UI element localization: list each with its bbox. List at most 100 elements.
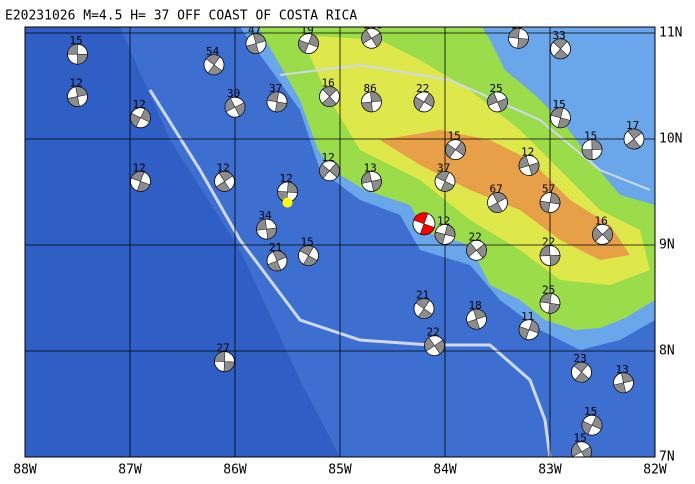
beachball [466, 239, 487, 261]
map-title: E20231026 M=4.5 H= 37 OFF COAST OF COSTA… [5, 9, 357, 24]
beachball-lune [539, 293, 561, 314]
beachball [214, 170, 235, 192]
lat-label: 7N [659, 450, 675, 465]
depth-label: 54 [206, 45, 220, 58]
depth-label: 47 [248, 24, 261, 37]
beachball-lune [246, 33, 266, 54]
beachball-lune [256, 218, 277, 240]
beachball-lune [415, 298, 433, 319]
depth-label: 13 [616, 363, 629, 376]
beachball [518, 155, 540, 176]
beachball [412, 212, 436, 236]
beachball [245, 33, 267, 54]
beachball-lune [581, 415, 603, 435]
beachball-lune [573, 361, 590, 383]
depth-label: 12 [217, 161, 230, 174]
beachball [130, 107, 151, 129]
beachball [487, 192, 508, 214]
beachball-lune [130, 108, 151, 128]
depth-label: 34 [259, 209, 273, 222]
depth-label: 12 [133, 161, 146, 174]
beachball [413, 91, 435, 113]
beachball [613, 372, 634, 394]
beachball [298, 245, 319, 267]
beachball-lune [435, 171, 455, 192]
depth-label: 57 [542, 183, 555, 196]
beachball-lune [224, 97, 246, 117]
beachball [445, 139, 466, 161]
lat-label: 11N [659, 26, 682, 41]
beachball-lune [445, 141, 466, 159]
beachball-lune [67, 43, 88, 65]
beachball [539, 192, 561, 214]
beachball-lune [488, 192, 507, 213]
depth-label: 16 [595, 214, 608, 227]
beachball-lune [321, 86, 338, 107]
depth-label: 67 [490, 183, 503, 196]
depth-label: 30 [227, 87, 240, 100]
beachball-lune [434, 224, 456, 245]
beachball [539, 292, 561, 314]
beachball [256, 218, 277, 240]
beachball [539, 245, 561, 267]
beachball [487, 91, 508, 113]
lon-label: 88W [13, 463, 37, 478]
beachball-lune [539, 245, 561, 266]
beachball [550, 38, 571, 60]
depth-label: 22 [469, 230, 482, 243]
depth-label: 23 [574, 352, 587, 365]
beachball [581, 139, 603, 161]
beachball [434, 170, 456, 192]
depth-label: 21 [269, 241, 282, 254]
beachball [466, 308, 487, 330]
depth-label: 15 [553, 98, 566, 111]
lon-label: 82W [643, 463, 667, 478]
beachball [214, 351, 235, 373]
depth-label: 12 [70, 77, 83, 90]
beachball [581, 414, 603, 436]
beachball-lune [214, 351, 235, 372]
lat-label: 9N [659, 238, 675, 253]
beachball-lune [205, 54, 223, 75]
beachball-lune [552, 38, 569, 60]
beachball-lune [539, 192, 561, 213]
beachball-lune [581, 139, 603, 160]
depth-label: 15 [70, 34, 83, 47]
depth-label: 37 [269, 82, 282, 95]
depth-label: 209 [364, 18, 384, 31]
beachball-lune [518, 320, 540, 340]
beachball [67, 43, 88, 65]
depth-label: 12 [437, 214, 450, 227]
depth-label: 27 [217, 342, 230, 355]
depth-label: 17 [626, 119, 639, 132]
beachball-lune [267, 250, 287, 272]
beachball [592, 223, 613, 245]
beachball-lune [487, 92, 508, 112]
depth-label: 12 [133, 98, 146, 111]
beachball-lune [130, 171, 151, 192]
depth-label: 86 [364, 82, 377, 95]
beachball [277, 181, 298, 203]
beachball [266, 250, 288, 272]
depth-label: 11 [521, 310, 534, 323]
depth-label: 25 [490, 82, 503, 95]
lon-label: 87W [118, 463, 142, 478]
epicenter [282, 197, 293, 208]
beachball [130, 170, 151, 192]
beachball-lune [518, 155, 540, 176]
beachball [266, 91, 288, 113]
depth-label: 12 [322, 151, 335, 164]
depth-label: 33 [553, 29, 566, 42]
lon-label: 86W [223, 463, 247, 478]
frame [24, 26, 656, 458]
highland [380, 130, 630, 260]
beachball-lune [466, 242, 487, 259]
beachball [203, 54, 225, 76]
beachball-lune [361, 171, 382, 192]
lon-label: 85W [328, 463, 352, 478]
beachball-lune [266, 91, 288, 113]
beachball-lune [424, 337, 445, 355]
beachball [550, 107, 571, 129]
depth-label: 18 [469, 299, 482, 312]
